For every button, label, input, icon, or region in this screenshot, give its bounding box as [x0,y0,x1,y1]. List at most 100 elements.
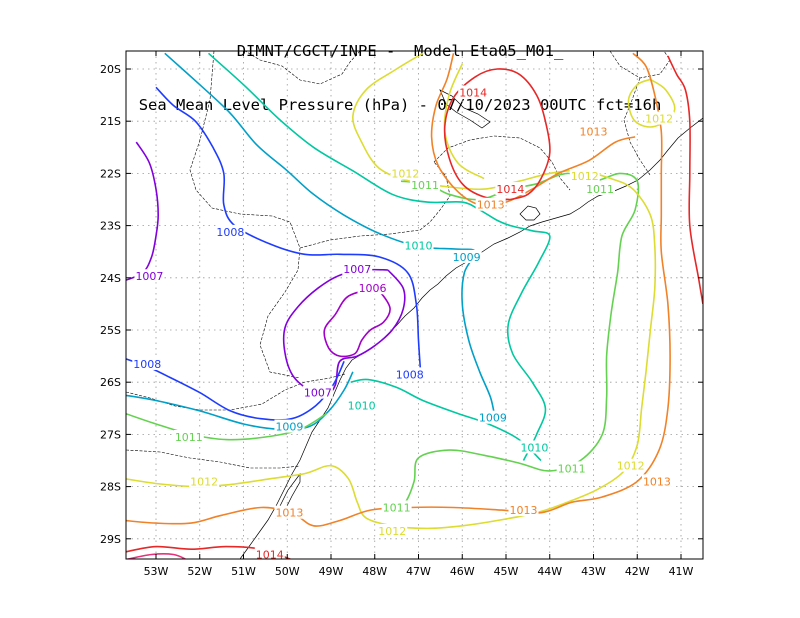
contour-label-1008: 1008 [396,368,424,381]
contour-label-1014: 1014 [496,183,524,196]
x-tick-label: 44W [537,565,562,578]
contour-label-bg [346,398,377,412]
y-tick-label: 26S [100,376,121,389]
contour-label-bg [451,249,482,263]
contour-1010 [350,378,542,462]
contour-label-bg [377,523,408,537]
contour-label-1012: 1012 [571,170,599,183]
contour-label-bg [254,547,285,561]
contour-label-1013: 1013 [580,126,608,139]
contour-label-1007: 1007 [135,270,163,283]
contour-label-bg [357,281,388,295]
contour-label-bg [132,356,163,370]
contour-labels: 1006 1007 1007 1007 1008 1008 1008 1009 1009 1009… [132,85,675,561]
contour-label-bg [519,440,550,454]
contour-1010 [207,52,551,461]
contour-1015 [126,553,187,559]
contour-1008 [155,86,422,375]
contour-label-1008: 1008 [216,226,244,239]
contour-label-1009: 1009 [275,421,303,434]
y-tick-label: 27S [100,428,121,441]
contour-label-1012: 1012 [190,475,218,488]
y-tick-label: 21S [100,115,121,128]
contour-label-bg [569,169,600,183]
contour-label-bg [644,111,675,125]
contour-label-bg [381,500,412,514]
contour-label-1010: 1010 [520,441,548,454]
x-tick-label: 45W [494,565,519,578]
contour-label-1006: 1006 [359,282,387,295]
contour-label-bg [508,503,539,517]
contour-1011 [391,172,640,514]
axis-ticks: 53W 52W 51W 50W 49W 48W 47W 46W 45W 44W 43W 42W 41W 2… [100,51,703,578]
y-tick-label: 29S [100,533,121,546]
x-tick-label: 49W [319,565,344,578]
contour-label-1014: 1014 [459,86,487,99]
contour-label-1011: 1011 [558,462,586,475]
x-tick-label: 50W [275,565,300,578]
x-tick-label: 48W [362,565,387,578]
contour-label-bg [394,367,425,381]
contour-label-bg [189,474,220,488]
coastline [239,117,703,559]
contour-label-1011: 1011 [411,179,439,192]
contour-label-bg [342,261,373,275]
contour-label-1008: 1008 [133,358,161,371]
contour-label-1013: 1013 [275,507,303,520]
contour-label-bg [475,197,506,211]
y-tick-label: 24S [100,272,121,285]
contour-label-1014: 1014 [256,548,284,561]
contour-label-1012: 1012 [391,167,419,180]
contour-label-bg [477,410,508,424]
x-tick-label: 51W [231,565,256,578]
contour-label-1010: 1010 [348,400,376,413]
contour-label-1012: 1012 [378,525,406,538]
contour-label-bg [274,505,305,519]
y-tick-label: 20S [100,63,121,76]
contour-label-1011: 1011 [175,431,203,444]
y-tick-label: 22S [100,167,121,180]
contour-1006 [323,287,391,358]
contour-label-bg [134,269,165,283]
x-tick-label: 47W [406,565,431,578]
x-tick-label: 43W [581,565,606,578]
contour-label-1011: 1011 [383,501,411,514]
plot-frame [125,50,704,560]
contour-label-1010: 1010 [405,239,433,252]
represa-lake [439,89,491,129]
contour-label-bg [585,182,616,196]
contour-label-1013: 1013 [477,199,505,212]
x-tick-label: 42W [625,565,650,578]
contour-label-1011: 1011 [586,183,614,196]
contour-label-bg [615,458,646,472]
state-borders [126,51,671,469]
x-tick-label: 53W [144,565,169,578]
contour-label-bg [641,474,672,488]
contour-label-1009: 1009 [479,412,507,425]
contour-label-bg [578,124,609,138]
contour-label-1007: 1007 [304,387,332,400]
contour-label-1013: 1013 [643,475,671,488]
contour-label-bg [274,419,305,433]
contour-1013 [126,52,671,527]
contour-label-1012: 1012 [617,460,645,473]
contour-1014 [443,68,551,201]
contour-1012 [627,78,676,128]
x-tick-label: 41W [669,565,694,578]
contour-1014 [667,55,703,305]
x-tick-label: 52W [187,565,212,578]
contour-1007 [126,141,159,282]
contour-1009 [126,371,354,431]
contour-label-bg [173,430,204,444]
y-tick-label: 28S [100,481,121,494]
y-tick-label: 25S [100,324,121,337]
contour-1012 [126,52,657,530]
x-tick-label: 46W [450,565,475,578]
y-tick-label: 23S [100,220,121,233]
contour-label-bg [390,166,421,180]
contour-label-bg [495,182,526,196]
contour-label-bg [458,85,489,99]
contour-label-1007: 1007 [343,263,371,276]
contour-label-bg [302,385,333,399]
contour-label-bg [410,177,441,191]
